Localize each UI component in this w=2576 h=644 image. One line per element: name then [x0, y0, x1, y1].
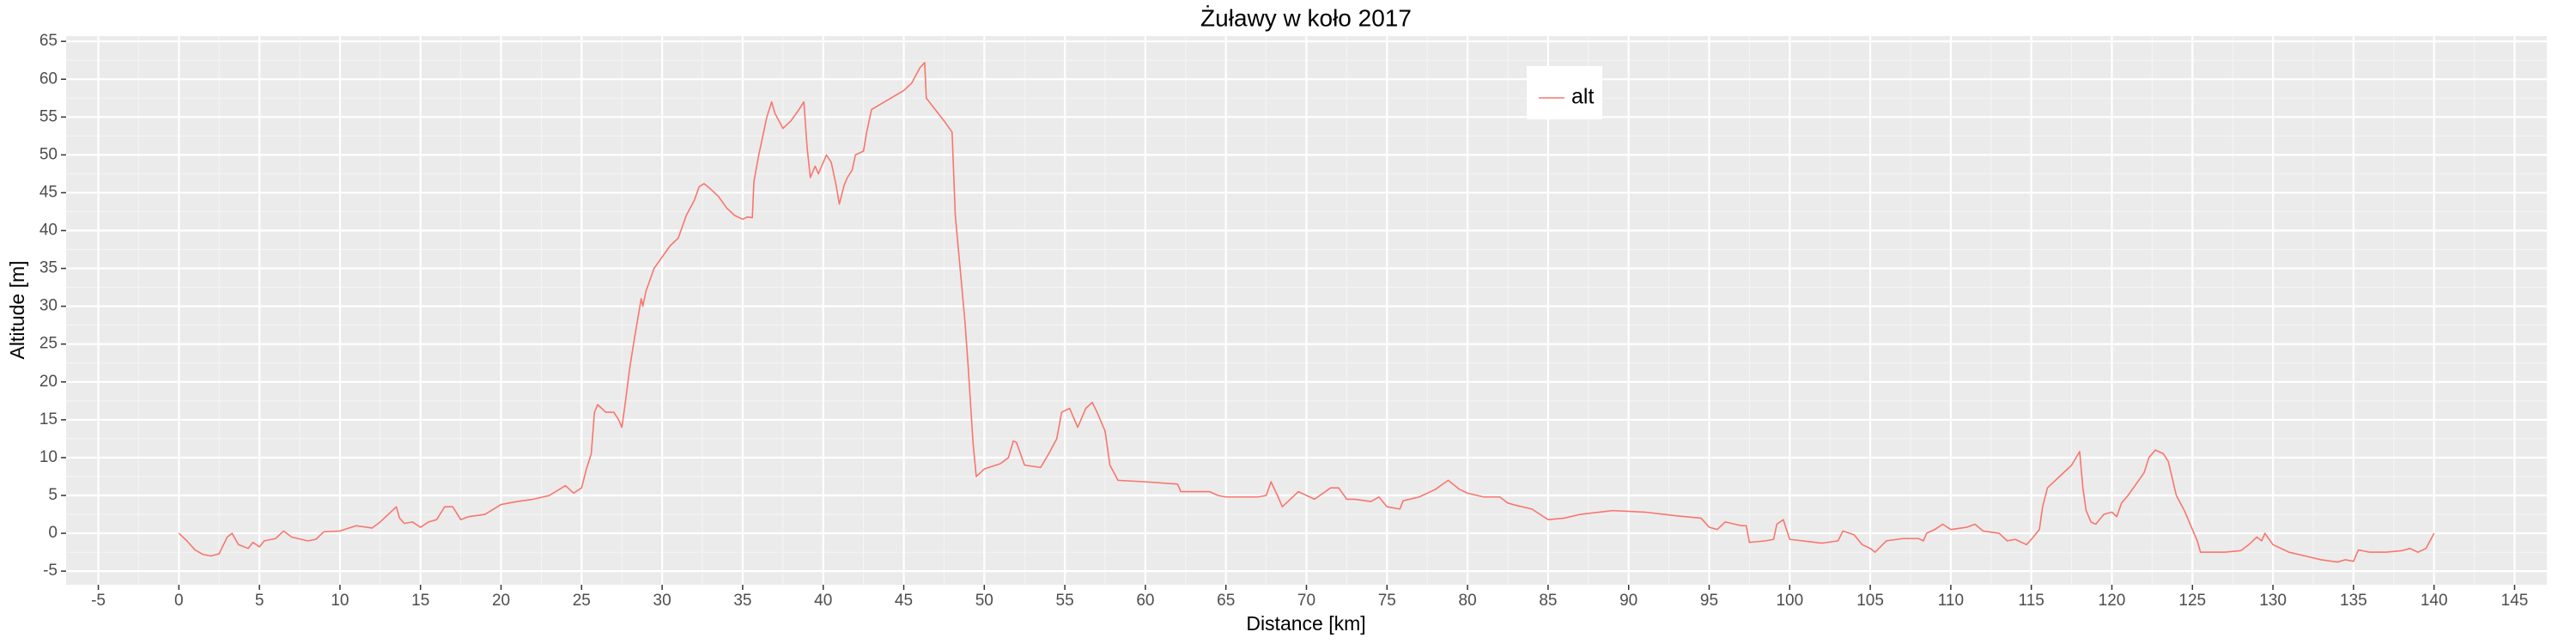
x-tick-label: 15: [411, 592, 429, 610]
x-tick-label: 120: [2099, 592, 2126, 610]
y-tick-label: 30: [39, 297, 58, 315]
x-axis-label: Distance [km]: [1246, 612, 1365, 635]
x-tick-label: 85: [1539, 592, 1557, 610]
y-tick-label: 20: [39, 373, 58, 391]
x-tick-label: 125: [2178, 592, 2206, 610]
y-tick-label: 55: [39, 107, 58, 125]
x-tick-label: 75: [1378, 592, 1396, 610]
chart-title: Żuławy w koło 2017: [1200, 4, 1412, 31]
x-tick-label: 140: [2421, 592, 2448, 610]
x-tick-label: 50: [975, 592, 993, 610]
y-tick-label: 60: [39, 70, 58, 88]
y-tick-label: 40: [39, 222, 58, 240]
y-axis-label: Altitude [m]: [6, 260, 28, 359]
legend: alt: [1527, 66, 1602, 119]
x-tick-label: 0: [174, 592, 184, 610]
legend-label: alt: [1571, 85, 1594, 109]
x-tick-label: 100: [1776, 592, 1803, 610]
y-tick-label: 45: [39, 183, 58, 201]
x-tick-label: 145: [2501, 592, 2529, 610]
y-tick-label: 35: [39, 259, 58, 277]
x-tick-label: 5: [255, 592, 264, 610]
x-tick-label: 45: [895, 592, 913, 610]
y-tick-label: 65: [39, 32, 58, 50]
x-tick-label: 105: [1856, 592, 1884, 610]
y-tick-label: 0: [48, 524, 58, 542]
y-tick-label: 25: [39, 335, 58, 353]
x-tick-label: -5: [91, 592, 106, 610]
x-tick-label: 55: [1056, 592, 1074, 610]
y-tick-label: 10: [39, 448, 58, 466]
x-tick-label: 80: [1459, 592, 1477, 610]
plot: [178, 62, 2435, 563]
x-tick-label: 115: [2019, 592, 2044, 610]
x-tick-label: 25: [573, 592, 591, 610]
legend-box: [1527, 66, 1602, 119]
x-tick-label: 20: [492, 592, 510, 610]
x-tick-label: 90: [1619, 592, 1637, 610]
x-tick-label: 60: [1136, 592, 1154, 610]
x-tick-label: 40: [814, 592, 832, 610]
y-tick-label: 50: [39, 145, 58, 163]
x-tick-label: 135: [2340, 592, 2367, 610]
x-tick-label: 35: [733, 592, 751, 610]
x-tick-label: 95: [1700, 592, 1718, 610]
series-line: [178, 62, 2435, 563]
grid: [66, 36, 2547, 585]
x-tick-label: 110: [1938, 592, 1964, 610]
x-tick-label: 30: [653, 592, 671, 610]
y-tick-label: 15: [39, 410, 58, 428]
y-tick-label: 5: [48, 486, 58, 504]
x-tick-label: 130: [2259, 592, 2287, 610]
x-tick-label: 70: [1297, 592, 1315, 610]
x-tick-label: 10: [331, 592, 349, 610]
x-tick-label: 65: [1217, 592, 1235, 610]
y-tick-label: -5: [43, 562, 58, 580]
